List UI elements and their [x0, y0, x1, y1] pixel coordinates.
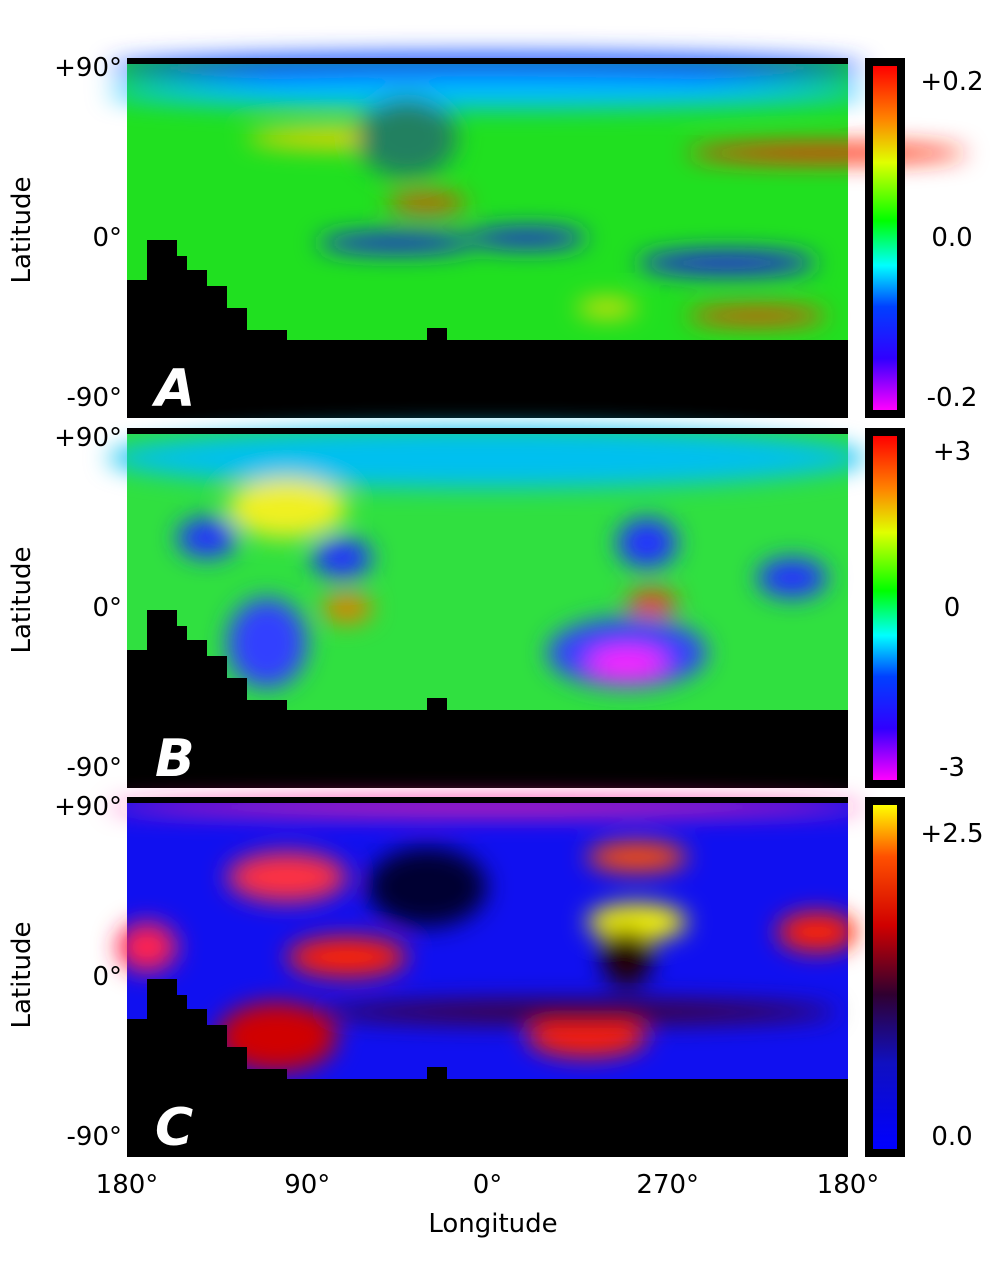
map-feature	[177, 518, 237, 558]
lat-tick-label: +90°	[54, 792, 122, 822]
map-panel: A	[107, 54, 967, 419]
map-feature	[357, 98, 457, 178]
map-feature	[117, 922, 177, 972]
lon-tick-label: 270°	[636, 1170, 699, 1200]
lat-tick-label: -90°	[67, 753, 122, 783]
map-feature	[227, 478, 347, 538]
map-feature	[317, 1000, 837, 1024]
map-feature	[317, 233, 477, 253]
map-features	[107, 54, 967, 324]
panel-label: B	[155, 729, 195, 789]
map-feature	[227, 852, 347, 902]
lon-tick-label: 180°	[817, 1170, 880, 1200]
lat-tick-label: +90°	[54, 53, 122, 83]
map-feature	[322, 593, 372, 623]
map-feature	[107, 428, 867, 488]
map-feature	[587, 648, 667, 678]
colorbar	[873, 436, 897, 780]
panel-label: C	[155, 1098, 193, 1158]
map-feature	[687, 308, 827, 324]
colorbar-tick-label: 0	[944, 593, 961, 623]
y-axis-label: Latitude	[7, 176, 37, 283]
map-feature	[467, 228, 587, 248]
lat-tick-label: +90°	[54, 423, 122, 453]
no-data-region	[127, 240, 848, 418]
map-feature	[287, 937, 407, 977]
lon-tick-label: 180°	[96, 1170, 159, 1200]
map-panel: B	[107, 428, 867, 789]
map-feature	[757, 558, 827, 598]
map-top-edge	[127, 428, 848, 434]
colorbar-tick-label: +3	[933, 437, 971, 467]
map-feature	[107, 77, 867, 109]
map-feature	[627, 591, 677, 615]
y-axis-label: Latitude	[7, 546, 37, 653]
map-top-edge	[127, 797, 848, 803]
map-feature	[577, 300, 637, 316]
map-feature	[617, 518, 677, 568]
x-axis-label: Longitude	[428, 1209, 557, 1239]
map-feature	[587, 842, 687, 872]
lat-tick-label: 0°	[92, 593, 122, 623]
colorbar-tick-label: -3	[939, 753, 965, 783]
colorbar-tick-label: 0.0	[931, 1122, 972, 1152]
no-data-region	[127, 979, 848, 1157]
colorbar-tick-label: +0.2	[920, 67, 983, 97]
map-feature	[312, 538, 372, 578]
map-feature	[527, 1017, 647, 1057]
colorbar	[873, 66, 897, 410]
map-feature	[587, 904, 687, 940]
colorbar	[873, 805, 897, 1149]
map-feature	[687, 144, 967, 162]
y-axis-label: Latitude	[7, 921, 37, 1028]
map-feature	[777, 912, 857, 952]
colorbar-tick-label: +2.5	[920, 819, 983, 849]
map-feature	[637, 251, 817, 275]
panel-label: A	[151, 359, 195, 419]
colorbar-tick-label: 0.0	[931, 223, 972, 253]
colorbar-tick-label: -0.2	[927, 383, 978, 413]
map-feature	[602, 927, 652, 987]
map-panel: C	[107, 797, 867, 1158]
lon-tick-label: 0°	[473, 1170, 503, 1200]
lat-tick-label: 0°	[92, 223, 122, 253]
map-feature	[387, 195, 467, 211]
lat-tick-label: -90°	[67, 1122, 122, 1152]
lat-tick-label: -90°	[67, 383, 122, 413]
map-top-edge	[127, 58, 848, 64]
map-features	[107, 428, 867, 688]
lon-tick-label: 90°	[284, 1170, 330, 1200]
map-feature	[367, 847, 487, 927]
no-data-region	[127, 610, 848, 788]
map-feature	[227, 598, 307, 688]
lat-tick-label: 0°	[92, 962, 122, 992]
